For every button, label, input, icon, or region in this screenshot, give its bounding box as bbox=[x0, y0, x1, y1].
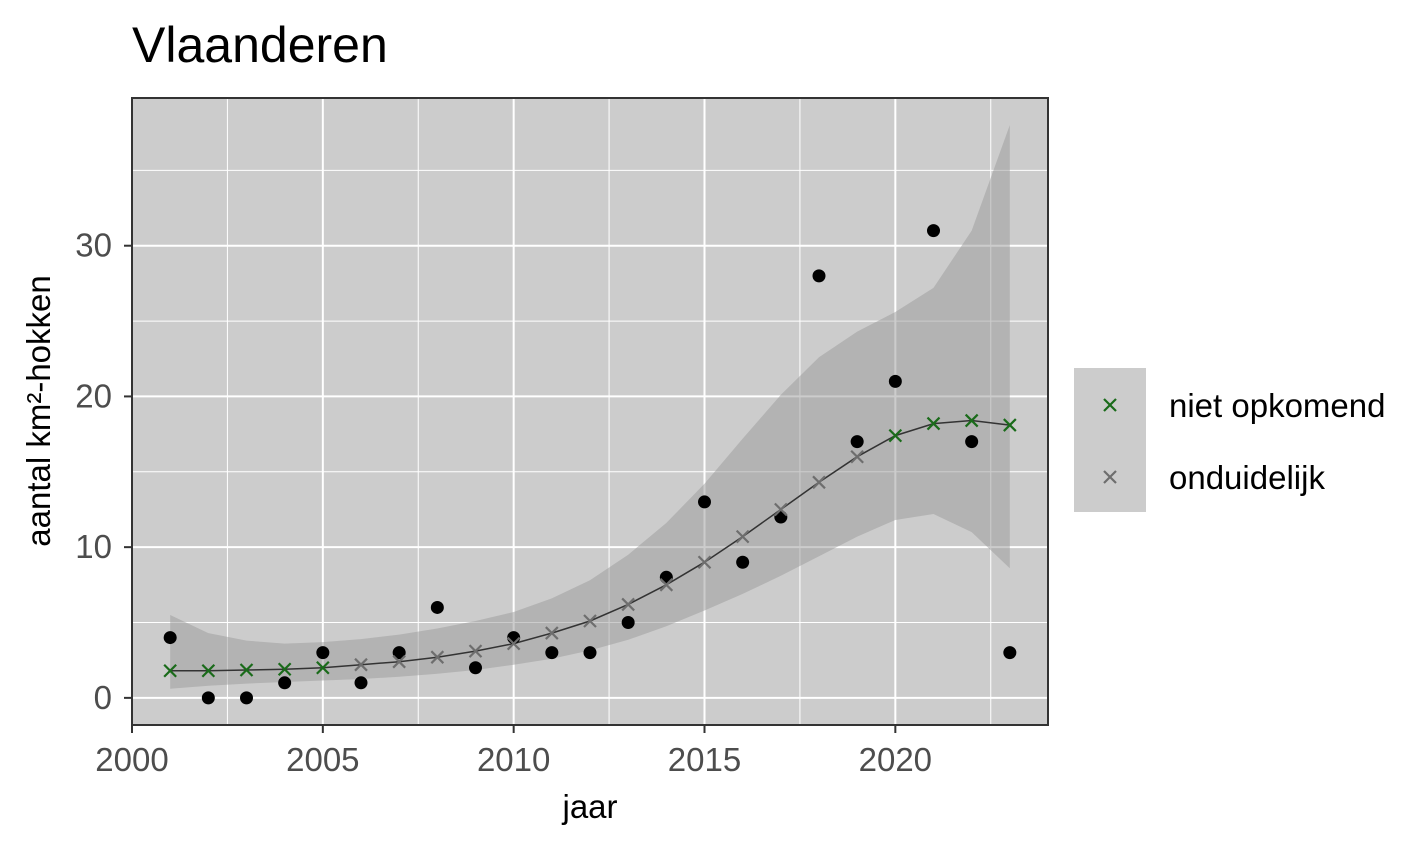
observed-point bbox=[888, 374, 902, 388]
x-tick-label: 2005 bbox=[286, 741, 359, 778]
observed-point bbox=[392, 646, 406, 660]
observed-point bbox=[240, 691, 253, 705]
x-tick-label: 2010 bbox=[477, 741, 550, 778]
fit-marker bbox=[888, 428, 903, 443]
fit-marker bbox=[316, 660, 330, 675]
fit-marker bbox=[468, 644, 483, 658]
observed-point bbox=[812, 269, 826, 283]
fit-marker bbox=[163, 663, 177, 678]
legend-marker bbox=[1103, 398, 1117, 412]
observed-point bbox=[278, 676, 292, 690]
fit-marker bbox=[812, 475, 826, 490]
fit-marker bbox=[583, 614, 597, 628]
fit-marker bbox=[621, 597, 635, 612]
legend-label: onduidelijk bbox=[1169, 459, 1325, 496]
fit-marker bbox=[392, 654, 406, 669]
observed-point bbox=[659, 570, 673, 584]
observed-point bbox=[316, 646, 330, 660]
fit-marker bbox=[1003, 418, 1017, 432]
y-axis: 0 10 20 30 bbox=[75, 227, 132, 716]
observed-point bbox=[621, 616, 635, 630]
observed-point bbox=[965, 435, 979, 449]
fit-marker bbox=[430, 650, 445, 664]
x-axis-title: jaar bbox=[561, 788, 617, 825]
y-tick-label: 20 bbox=[75, 377, 112, 414]
legend-label: niet opkomend bbox=[1169, 387, 1385, 424]
observed-point bbox=[469, 661, 482, 675]
fit-marker bbox=[964, 413, 979, 428]
observed-point bbox=[850, 435, 864, 449]
observed-point bbox=[201, 691, 215, 705]
fit-marker bbox=[735, 529, 750, 544]
y-tick-label: 10 bbox=[75, 528, 112, 565]
fit-marker bbox=[201, 663, 216, 678]
observed-point bbox=[927, 224, 940, 238]
observed-point bbox=[354, 676, 368, 690]
observed-point bbox=[736, 555, 750, 569]
observed-point bbox=[774, 510, 788, 524]
legend: niet opkomend onduidelijk bbox=[1074, 368, 1385, 512]
fit-marker bbox=[659, 578, 674, 592]
y-axis-title: aantal km²-hokken bbox=[20, 275, 57, 546]
observed-point bbox=[1003, 646, 1017, 660]
chart-title: Vlaanderen bbox=[132, 17, 388, 73]
fit-marker bbox=[239, 663, 254, 677]
y-tick-label: 0 bbox=[94, 679, 112, 716]
fit-marker bbox=[277, 662, 292, 677]
confidence-ribbon bbox=[170, 125, 1010, 689]
fit-marker bbox=[774, 502, 788, 517]
fit-marker bbox=[545, 626, 559, 640]
observed-point bbox=[698, 495, 711, 509]
legend-marker bbox=[1103, 470, 1117, 484]
observed-point bbox=[430, 600, 444, 614]
fit-marker bbox=[926, 416, 941, 431]
x-tick-label: 2020 bbox=[859, 741, 932, 778]
observed-point bbox=[545, 646, 559, 660]
y-tick-label: 30 bbox=[75, 227, 112, 264]
x-tick-label: 2000 bbox=[95, 741, 168, 778]
x-axis: 2000 2005 2010 2015 2020 bbox=[95, 725, 932, 778]
x-tick-label: 2015 bbox=[668, 741, 741, 778]
fit-marker bbox=[850, 449, 864, 464]
observed-point bbox=[583, 646, 597, 660]
plot-border bbox=[131, 97, 1049, 726]
fit-marker bbox=[697, 555, 712, 569]
fit-marker bbox=[354, 657, 368, 672]
fit-marker bbox=[506, 636, 521, 651]
legend-key-background bbox=[1074, 368, 1146, 512]
observed-point bbox=[163, 631, 177, 645]
fit-markers-layer bbox=[163, 413, 1017, 678]
confidence-ribbon-layer bbox=[170, 125, 1010, 689]
